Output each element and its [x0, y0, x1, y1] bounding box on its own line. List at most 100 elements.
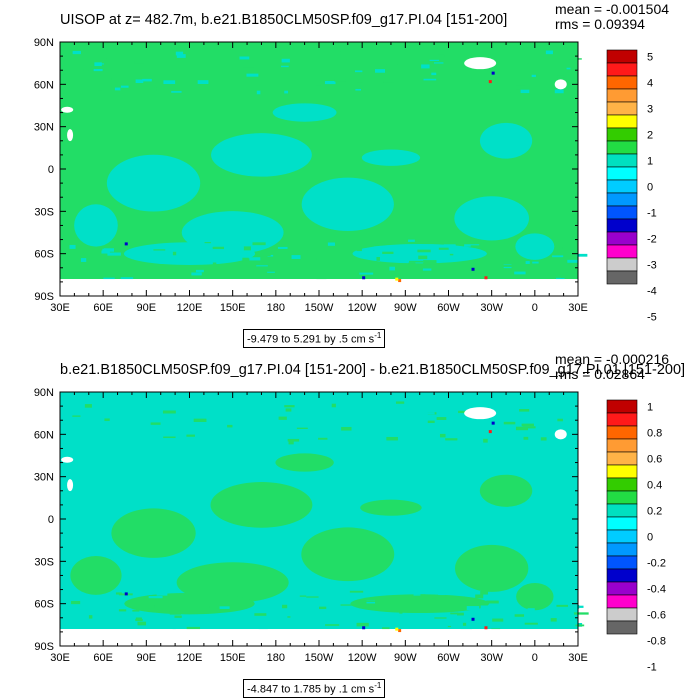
colorbar-label: -0.2: [647, 558, 666, 570]
field-speckle: [354, 87, 368, 89]
field-speckle: [575, 624, 585, 627]
field-speckle: [212, 262, 217, 265]
field-speckle: [438, 592, 446, 596]
field-speckle: [327, 242, 335, 246]
field-speckle: [101, 250, 110, 254]
x-tick-label: 60W: [437, 302, 460, 314]
field-speckle: [173, 401, 186, 403]
field-patch: [479, 474, 533, 507]
field-speckle: [152, 427, 156, 430]
x-tick-label: 90W: [394, 652, 417, 664]
field-speckle: [382, 251, 394, 254]
anomaly-speck: [395, 627, 399, 631]
field-speckle: [432, 598, 436, 601]
field-speckle: [356, 622, 369, 627]
field-speckle: [531, 422, 542, 424]
colorbar-box: [606, 270, 638, 285]
anomaly-speck: [362, 626, 366, 630]
field-speckle: [556, 277, 561, 280]
field-speckle: [217, 408, 225, 412]
field-speckle: [408, 262, 416, 266]
field-speckle: [142, 78, 152, 82]
anomaly-speck: [124, 592, 128, 596]
field-patch: [301, 527, 395, 582]
field-speckle: [61, 248, 70, 250]
y-tick-label: 60S: [34, 599, 54, 611]
field-patch: [361, 149, 421, 166]
field-speckle: [475, 594, 484, 599]
field-speckle: [522, 426, 536, 429]
field-speckle: [285, 408, 292, 412]
contour-info-label: -4.847 to 1.785 by .1 cm s-1: [243, 679, 386, 698]
field-speckle: [213, 276, 226, 279]
field-speckle: [559, 247, 563, 250]
field-speckle: [195, 415, 202, 418]
colorbar-box: [606, 101, 638, 116]
field-speckle: [329, 605, 335, 610]
field-speckle: [72, 50, 81, 55]
field-speckle: [239, 56, 250, 60]
field-speckle: [88, 64, 93, 66]
field-speckle: [93, 68, 103, 72]
field-speckle: [284, 422, 290, 424]
panel-bottom: 90N 60N 30N 0 30S 60S 90S 30E 60E 90E 120E 150E 180 1…: [0, 350, 700, 700]
y-tick-label: 0: [48, 164, 54, 176]
anomaly-speck: [491, 71, 495, 75]
anomaly-speck: [484, 626, 488, 630]
field-patch: [454, 196, 530, 241]
colorbar-label: -0.8: [647, 636, 666, 648]
field-speckle: [318, 606, 327, 610]
field-speckle: [382, 418, 394, 421]
field-speckle: [267, 404, 275, 407]
field-patch: [176, 562, 289, 603]
colorbar-box: [606, 114, 638, 129]
x-tick-label: 150W: [305, 652, 334, 664]
field-patch: [516, 582, 554, 611]
field-patch: [111, 508, 196, 558]
field-speckle: [220, 595, 229, 598]
field-speckle: [60, 593, 67, 595]
field-speckle: [475, 617, 483, 620]
field-speckle: [570, 252, 575, 256]
field-speckle: [287, 616, 291, 618]
field-speckle: [104, 418, 110, 422]
field-speckle: [519, 409, 530, 412]
field-speckle: [307, 258, 317, 261]
field-patch: [515, 233, 555, 260]
field-speckle: [318, 437, 328, 440]
y-tick-label: 90N: [34, 37, 54, 49]
field-speckle: [356, 82, 364, 85]
colorbar-label: -1: [647, 662, 657, 674]
field-speckle: [137, 621, 147, 626]
y-tick-label: 30S: [34, 206, 54, 218]
field-speckle: [256, 90, 261, 95]
colorbar-box: [606, 503, 638, 518]
colorbar-box: [606, 490, 638, 505]
colorbar-label: 1: [647, 156, 653, 168]
field-speckle: [61, 255, 66, 259]
field-speckle: [73, 276, 83, 279]
plot-title: UISOP at z= 482.7m, b.e21.B1850CLM50SP.f…: [60, 12, 508, 28]
x-tick-label: 120W: [348, 652, 377, 664]
field-speckle: [349, 590, 364, 593]
field-speckle: [366, 600, 379, 602]
colorbar-box: [606, 477, 638, 492]
y-tick-label: 90S: [34, 291, 54, 303]
field-speckle: [503, 412, 514, 415]
colorbar-box: [606, 153, 638, 168]
colorbar-box: [606, 179, 638, 194]
field-speckle: [375, 243, 386, 246]
field-speckle: [249, 257, 261, 261]
field-speckle: [434, 617, 447, 619]
field-speckle: [94, 62, 102, 67]
redsea-landmask: [67, 129, 74, 142]
field-speckle: [355, 88, 361, 91]
field-speckle: [186, 626, 201, 631]
colorbar-box: [606, 127, 638, 142]
colorbar-label: 5: [647, 52, 653, 64]
field-speckle: [267, 271, 275, 273]
field-patch: [479, 122, 533, 159]
colorbar-label: -0.4: [647, 584, 666, 596]
y-tick-label: 60N: [34, 79, 54, 91]
anomaly-speck: [362, 276, 366, 280]
